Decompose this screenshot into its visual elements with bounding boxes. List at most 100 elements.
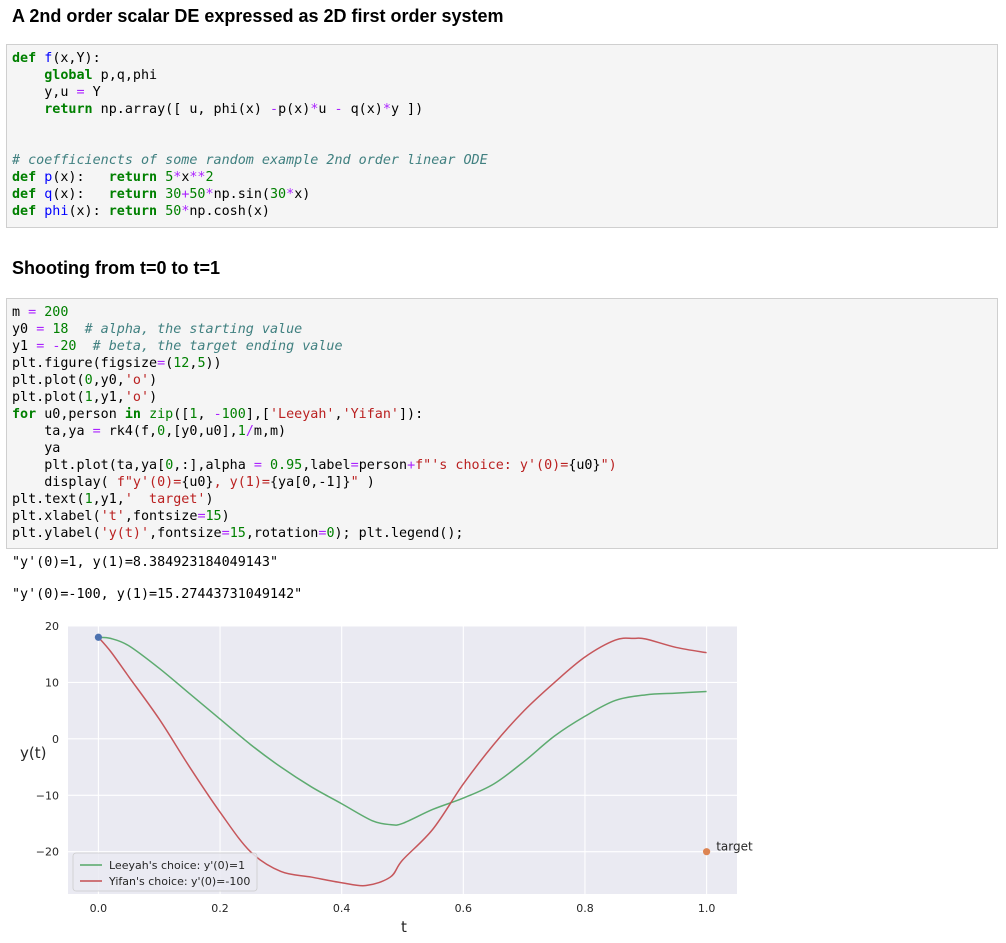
code-token: ) [149, 373, 158, 388]
code-cell-shooting[interactable]: m = 200 y0 = 18 # alpha, the starting val… [6, 298, 998, 549]
code-token: * [181, 204, 190, 219]
code-token: y,u [12, 85, 77, 100]
code-token: plt.plot(ta,ya[ [12, 458, 166, 473]
code-token: ,label [302, 458, 351, 473]
code-token: 'Yifan' [342, 407, 399, 422]
legend-label-leeyah: Leeyah's choice: y'(0)=1 [109, 859, 245, 872]
code-token: q [44, 187, 53, 202]
code-token: 20 [60, 339, 77, 354]
legend: Leeyah's choice: y'(0)=1 Yifan's choice: … [72, 852, 258, 892]
y-tick-label: −10 [36, 789, 59, 802]
code-token: 0 [165, 458, 174, 473]
code-token: 'o' [124, 390, 150, 405]
code-token: rk4(f, [100, 424, 158, 439]
series-line-leeyah [98, 636, 707, 826]
code-line: y0 = 18 # alpha, the starting value [12, 321, 997, 338]
code-token: 15 [229, 526, 246, 541]
x-tick-label: 1.0 [698, 902, 716, 915]
code-token: ); plt.legend(); [334, 526, 464, 541]
code-token: / [245, 424, 254, 439]
code-token: ],[ [245, 407, 270, 422]
code-token: 2 [205, 170, 214, 185]
x-tick-label: 0.6 [455, 902, 473, 915]
code-token: * [382, 102, 391, 117]
x-tick-label: 0.0 [90, 902, 108, 915]
code-token: ** [189, 170, 206, 185]
display-output-1: "y'(0)=1, y(1)=8.384923184049143" [12, 555, 279, 570]
code-token: 1 [84, 390, 93, 405]
code-token: phi [44, 204, 69, 219]
code-token: return [108, 170, 158, 185]
code-line: y,u = Y [12, 84, 997, 101]
x-tick-label: 0.2 [211, 902, 229, 915]
y-tick-label: −20 [36, 846, 59, 859]
code-token: , y(1)= [213, 475, 270, 490]
code-token: ta,ya [12, 424, 93, 439]
code-token: ya [12, 441, 61, 456]
code-token: ,y1, [92, 390, 125, 405]
code-token: u [318, 102, 335, 117]
code-cell-ode-system[interactable]: def f(x,Y): global p,q,phi y,u = Y retur… [6, 44, 998, 228]
series-lines [97, 636, 707, 887]
code-line: # coefficiencts of some random example 2… [12, 152, 997, 169]
code-token: ,fontsize [149, 526, 222, 541]
code-token: 30 [165, 187, 182, 202]
code-token: plt.figure(figsize [12, 356, 158, 371]
code-token: 5 [165, 170, 174, 185]
code-token: {u0} [181, 475, 214, 490]
code-token: (x,Y): [52, 51, 101, 66]
code-line [12, 135, 997, 152]
code-line: plt.figure(figsize=(12,5)) [12, 355, 997, 372]
code-token: 18 [52, 322, 69, 337]
code-token: ,fontsize [124, 509, 198, 524]
code-token: (x): [52, 170, 109, 185]
code-line: m = 200 [12, 304, 997, 321]
code-token: np.cosh(x) [189, 204, 270, 219]
code-line: def f(x,Y): [12, 50, 997, 67]
code-token: - [213, 407, 222, 422]
code-token: f [44, 51, 53, 66]
code-token: ,y1, [92, 492, 125, 507]
code-line: ta,ya = rk4(f,0,[y0,u0],1/m,m) [12, 423, 997, 440]
code-token: * [286, 187, 295, 202]
display-output-2: "y'(0)=-100, y(1)=15.27443731049142" [12, 587, 303, 602]
notebook-heading-2: Shooting from t=0 to t=1 [12, 258, 221, 278]
code-token: * [310, 102, 319, 117]
code-line: return np.array([ u, phi(x) -p(x)*u - q(… [12, 101, 997, 118]
code-line: plt.xlabel('t',fontsize=15) [12, 508, 997, 525]
code-token [141, 407, 149, 422]
code-token: plt.text( [12, 492, 85, 507]
code-token: ]): [399, 407, 424, 422]
shooting-plot: 20 10 0 −10 −20 0.0 0.2 0.4 0.6 0.8 1.0 target y(… [20, 620, 753, 936]
code-token: q(x) [342, 102, 383, 117]
code-token: p(x) [278, 102, 311, 117]
grid-lines [68, 625, 737, 894]
code-token: f"'s choice: y'(0)= [415, 458, 569, 473]
code-token: ,[y0,u0], [165, 424, 238, 439]
code-token: 1 [237, 424, 246, 439]
code-cell-source[interactable]: def f(x,Y): global p,q,phi y,u = Y retur… [12, 50, 997, 220]
code-token: = [318, 526, 327, 541]
code-token: np.sin( [213, 187, 270, 202]
code-token: - [270, 102, 279, 117]
code-token [157, 204, 165, 219]
code-token: = [28, 305, 37, 320]
code-token: = [76, 85, 85, 100]
code-token: {ya[0,-1]} [270, 475, 351, 490]
code-token: in [124, 407, 141, 422]
code-token: ,:],alpha [173, 458, 254, 473]
code-token: , [189, 356, 198, 371]
code-token: Y [84, 85, 101, 100]
y-tick-label: 10 [45, 676, 59, 689]
code-token: 0 [84, 373, 93, 388]
target-marker [702, 848, 711, 856]
code-token: def [12, 170, 37, 185]
code-token: 50 [165, 204, 182, 219]
code-token: np.array([ u, phi(x) [92, 102, 270, 117]
code-token: ) [205, 492, 214, 507]
code-line: def p(x): return 5*x**2 [12, 169, 997, 186]
code-token: plt.xlabel( [12, 509, 101, 524]
code-token: + [407, 458, 416, 473]
code-token: 0.95 [270, 458, 303, 473]
code-cell-source[interactable]: m = 200 y0 = 18 # alpha, the starting val… [12, 304, 997, 542]
